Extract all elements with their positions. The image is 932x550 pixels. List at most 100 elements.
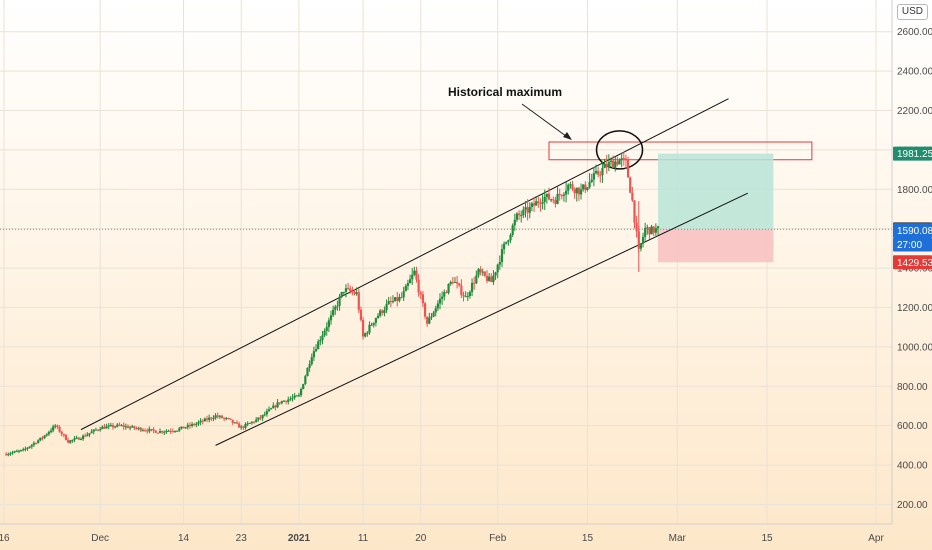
candle-body: [541, 201, 544, 204]
candle-body: [342, 291, 345, 293]
candle-body: [126, 426, 130, 428]
candle-body: [114, 426, 117, 428]
candle-body: [259, 417, 262, 419]
candle-body: [312, 351, 316, 358]
candle-body: [599, 174, 602, 176]
candle-body: [408, 279, 412, 284]
candle-body: [357, 292, 360, 310]
candle-body: [368, 324, 371, 333]
candle-body: [34, 443, 38, 445]
candle-body: [193, 424, 196, 426]
candle-body: [94, 429, 98, 431]
candle-body: [257, 417, 260, 420]
candle-body: [340, 292, 343, 297]
candle-body: [470, 282, 474, 293]
candle-body: [137, 427, 140, 429]
candle-body: [451, 281, 454, 283]
candle-body: [509, 234, 512, 241]
currency-selector[interactable]: USD: [896, 4, 928, 20]
y-tick-label: 600.00: [897, 421, 928, 432]
candle-body: [513, 219, 516, 226]
candle-body: [255, 419, 258, 422]
loss-zone: [658, 229, 774, 263]
candle-body: [398, 297, 401, 301]
candle-body: [498, 262, 501, 265]
y-tick-label: 2400.00: [897, 67, 932, 78]
candle-body: [169, 430, 172, 432]
candle-body: [64, 435, 68, 441]
candle-body: [582, 184, 585, 190]
candle-body: [468, 292, 472, 297]
candle-body: [447, 284, 450, 293]
candle-body: [178, 428, 181, 431]
candle-body: [385, 304, 388, 311]
candle-body: [96, 429, 100, 431]
candle-body: [477, 269, 480, 276]
candle-body: [400, 297, 403, 299]
candle-body: [203, 418, 207, 422]
candle-body: [314, 349, 318, 352]
candle-body: [488, 276, 491, 281]
candle-body: [332, 309, 335, 316]
annotations: Historical maximum: [448, 85, 572, 140]
candle-body: [205, 418, 209, 420]
grid: [0, 0, 892, 524]
candle-body: [349, 288, 352, 292]
price-tag-label: 1590.08: [897, 226, 932, 237]
x-tick-label: 2021: [288, 533, 311, 544]
candle-body: [154, 430, 157, 433]
candle-body: [19, 449, 23, 451]
candle-body: [543, 197, 546, 202]
candle-body: [364, 333, 367, 337]
x-tick-label: 15: [761, 533, 773, 544]
y-tick-label: 400.00: [897, 461, 928, 472]
candle-body: [120, 425, 123, 427]
candle-body: [646, 227, 649, 229]
candle-body: [84, 435, 87, 437]
candle-body: [573, 189, 576, 194]
candle-body: [517, 213, 521, 216]
candle-body: [9, 453, 12, 455]
candle-body: [141, 430, 145, 432]
candle-body: [511, 225, 514, 235]
candle-body: [336, 305, 339, 307]
candle-body: [327, 320, 330, 328]
candle-body: [291, 397, 294, 399]
candle-body: [297, 395, 301, 397]
candle-body: [496, 264, 499, 273]
candle-body: [443, 291, 446, 297]
y-tick-label: 1800.00: [897, 185, 932, 196]
candle-body: [233, 422, 236, 424]
candle-body: [306, 367, 309, 377]
candle-body: [235, 422, 239, 424]
candle-body: [539, 203, 542, 205]
candle-body: [212, 418, 215, 420]
candle-body: [473, 282, 476, 284]
candle-body: [92, 429, 95, 432]
candle-body: [389, 301, 392, 303]
y-tick-label: 2200.00: [897, 106, 932, 117]
candle-body: [71, 439, 74, 441]
candle-body: [103, 426, 106, 429]
candle-body: [415, 270, 418, 280]
candle-body: [190, 424, 194, 426]
candle-body: [351, 291, 354, 293]
candle-body: [560, 195, 563, 197]
candle-body: [47, 432, 50, 435]
candle-body: [635, 222, 638, 232]
candle-body: [77, 437, 80, 440]
candle-body: [173, 431, 177, 433]
candle-body: [73, 438, 76, 440]
candle-body: [590, 179, 593, 182]
candle-body: [99, 429, 102, 431]
candle-body: [128, 427, 132, 429]
candle-body: [302, 384, 305, 390]
candle-body: [304, 376, 307, 385]
candle-body: [597, 170, 600, 175]
candle-body: [515, 213, 519, 220]
candle-body: [158, 431, 162, 433]
price-tag: [893, 223, 932, 238]
candle-body: [586, 187, 589, 191]
candle-body: [550, 199, 553, 201]
